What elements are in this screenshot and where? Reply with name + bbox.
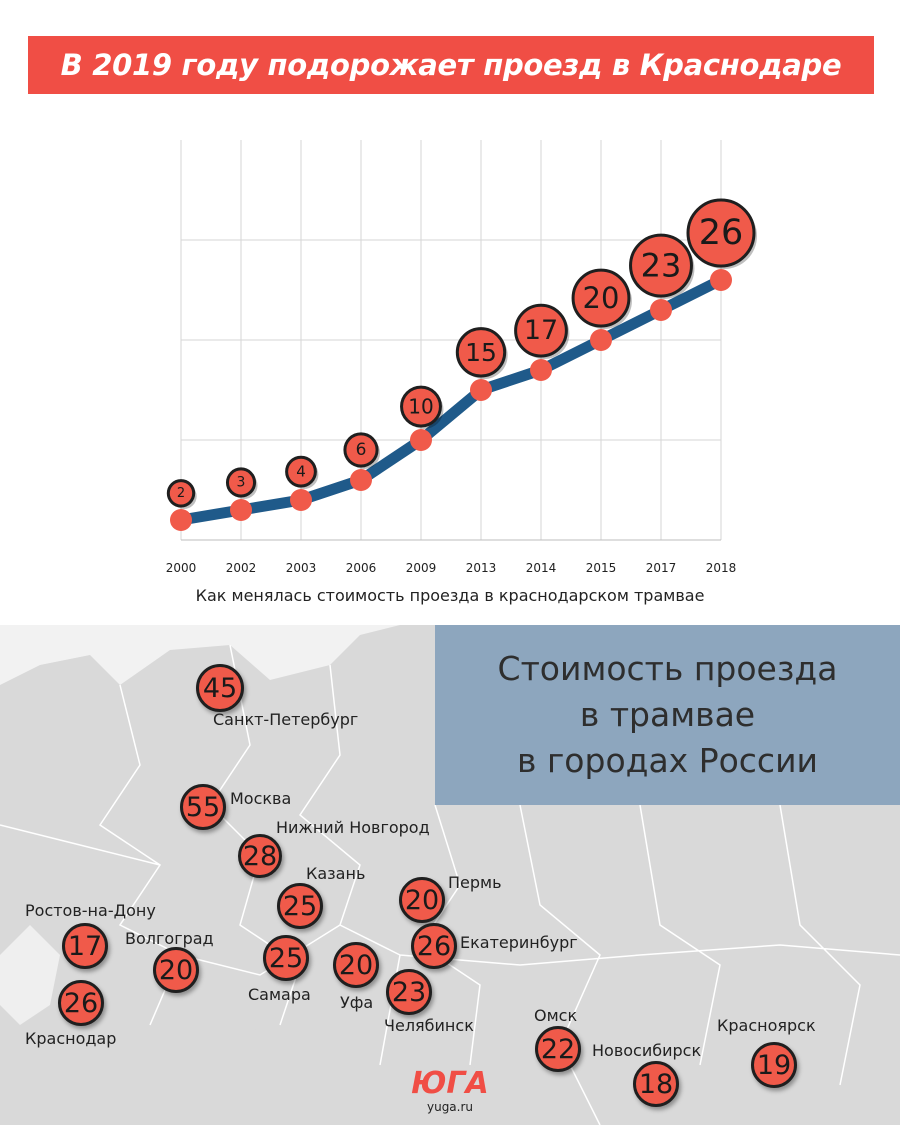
data-label-text: 17	[524, 315, 558, 346]
data-point	[350, 469, 372, 491]
data-point	[170, 509, 192, 531]
data-point	[290, 489, 312, 511]
data-label: 23	[629, 233, 695, 299]
data-label-text: 6	[356, 440, 367, 460]
data-label-text: 3	[237, 474, 246, 490]
data-point	[410, 429, 432, 451]
x-tick-label: 2009	[406, 561, 437, 575]
data-label-text: 26	[699, 213, 744, 253]
city-name-label: Самара	[248, 985, 311, 1004]
data-point	[590, 329, 612, 351]
city-price-marker: 17	[62, 923, 108, 969]
city-price-marker: 18	[633, 1061, 679, 1107]
city-name-label: Казань	[306, 864, 366, 883]
city-price-marker: 26	[411, 923, 457, 969]
map-title-panel: Стоимость проезда в трамвае в городах Ро…	[435, 625, 900, 805]
city-name-label: Нижний Новгород	[276, 818, 430, 837]
city-price-marker: 19	[751, 1042, 797, 1088]
data-point	[470, 379, 492, 401]
city-price-marker: 20	[333, 942, 379, 988]
logo-site: yuga.ru	[426, 1100, 474, 1114]
city-name-label: Красноярск	[717, 1016, 816, 1035]
data-label-text: 2	[177, 486, 185, 501]
data-label: 15	[455, 327, 508, 379]
x-tick-label: 2015	[586, 561, 617, 575]
data-point	[230, 499, 252, 521]
x-tick-label: 2018	[706, 561, 737, 575]
city-price-marker: 45	[196, 664, 244, 712]
city-name-label: Екатеринбург	[460, 933, 578, 952]
data-label-text: 15	[465, 338, 497, 367]
logo-mark: ЮГА	[411, 1066, 489, 1101]
city-name-label: Омск	[534, 1006, 578, 1025]
data-label: 6	[343, 432, 381, 469]
data-label-text: 4	[296, 463, 306, 481]
city-price-marker: 25	[263, 935, 309, 981]
data-label: 17	[514, 303, 570, 359]
city-name-label: Пермь	[448, 873, 502, 892]
land-shape	[0, 625, 900, 1125]
chart-grid	[180, 140, 722, 541]
data-label: 2	[166, 479, 197, 509]
data-point	[530, 359, 552, 381]
city-name-label: Новосибирск	[592, 1041, 702, 1060]
headline-banner: В 2019 году подорожает проезд в Краснода…	[28, 36, 874, 94]
city-name-label: Челябинск	[384, 1016, 474, 1035]
city-name-label: Краснодар	[25, 1029, 117, 1048]
city-name-label: Москва	[230, 789, 292, 808]
x-tick-label: 2003	[286, 561, 317, 575]
city-price-marker: 28	[238, 834, 282, 878]
map-title-line: в трамвае	[579, 695, 756, 734]
city-price-marker: 23	[386, 969, 432, 1015]
x-tick-label: 2014	[526, 561, 557, 575]
south-sea-shape	[0, 925, 60, 1025]
city-price-marker: 20	[153, 947, 199, 993]
data-point	[650, 299, 672, 321]
data-label: 20	[571, 268, 632, 329]
data-point	[710, 269, 732, 291]
city-price-marker: 55	[180, 784, 226, 830]
x-tick-label: 2006	[346, 561, 377, 575]
russia-map: Стоимость проезда в трамвае в городах Ро…	[0, 625, 900, 1125]
map-title-line: Стоимость проезда	[497, 649, 838, 688]
data-label: 26	[686, 198, 757, 269]
sea-shape	[0, 625, 400, 685]
chart-x-axis-caption: Как менялась стоимость проезда в краснод…	[195, 586, 705, 605]
data-label-text: 23	[641, 247, 682, 285]
city-name-label: Ростов-на-Дону	[25, 901, 156, 920]
series-line	[175, 274, 727, 526]
x-tick-label: 2013	[466, 561, 497, 575]
data-label: 3	[225, 467, 258, 500]
city-price-marker: 26	[58, 980, 104, 1026]
x-tick-label: 2000	[166, 561, 197, 575]
city-price-marker: 22	[535, 1026, 581, 1072]
city-price-marker: 20	[399, 877, 445, 923]
city-name-label: Волгоград	[125, 929, 214, 948]
data-label: 4	[285, 455, 319, 489]
x-tick-label: 2002	[226, 561, 257, 575]
data-label: 10	[400, 385, 444, 429]
data-label-text: 20	[583, 281, 620, 315]
map-title-line: в городах России	[517, 741, 818, 780]
city-name-label: Уфа	[340, 993, 374, 1012]
data-label-text: 10	[408, 395, 433, 419]
yuga-logo: ЮГА yuga.ru	[410, 1068, 490, 1118]
x-tick-label: 2017	[646, 561, 677, 575]
city-name-label: Санкт-Петербург	[213, 710, 359, 729]
city-price-marker: 25	[277, 883, 323, 929]
